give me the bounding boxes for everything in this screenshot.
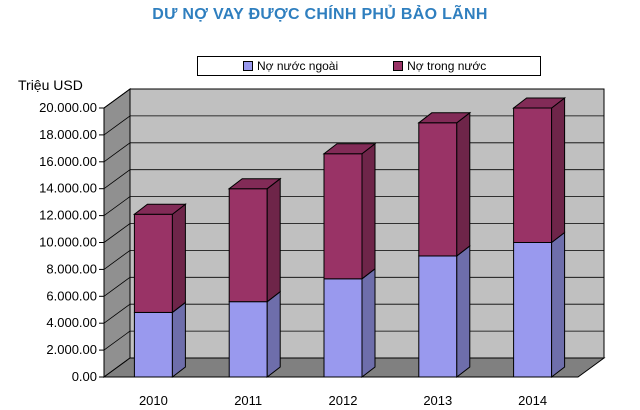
chart-title: DƯ NỢ VAY ĐƯỢC CHÍNH PHỦ BẢO LÃNH (152, 6, 488, 23)
y-tick-label: 12.000.00 (39, 208, 97, 223)
legend-swatch-domestic-debt (393, 61, 404, 71)
gridline-side (103, 223, 131, 243)
y-tick-label: 2.000.00 (46, 342, 97, 357)
bar-side-foreign-debt-2010 (171, 301, 186, 379)
bar-side-foreign-debt-2014 (551, 231, 566, 379)
bar-domestic-debt-2011 (228, 188, 268, 303)
y-tick-label: 16.000.00 (39, 154, 97, 169)
gridline-side (103, 142, 131, 163)
y-tick-label: 18.000.00 (39, 127, 97, 142)
legend-swatch-foreign-debt (243, 61, 253, 71)
bar-domestic-debt-2013 (418, 122, 458, 257)
y-tick-label: 10.000.00 (39, 235, 97, 250)
x-tick-label-2011: 2011 (234, 393, 262, 408)
gridline-side (103, 169, 131, 190)
y-axis-unit-label: Triệu USD (18, 77, 83, 93)
bar-side-domestic-debt-2013 (456, 111, 471, 257)
bar-side-foreign-debt-2012 (361, 267, 376, 379)
bar-top-2011 (227, 178, 282, 190)
bar-side-domestic-debt-2011 (266, 177, 281, 303)
x-tick-label-2013: 2013 (423, 393, 452, 408)
bar-foreign-debt-2010 (133, 311, 173, 378)
bar-top-2013 (417, 112, 472, 124)
bar-side-domestic-debt-2014 (551, 96, 566, 244)
legend-label-foreign-debt: Nợ nước ngoài (257, 59, 339, 73)
bar-side-domestic-debt-2012 (361, 142, 376, 280)
gridline-side (103, 250, 131, 270)
legend-item-foreign-debt: Nợ nước ngoài (243, 59, 338, 73)
bar-foreign-debt-2013 (418, 255, 458, 378)
bar-domestic-debt-2012 (323, 153, 363, 280)
y-tick-label: 0.00 (72, 369, 97, 384)
y-tick-label: 4.000.00 (46, 315, 97, 330)
x-tick-label-2012: 2012 (329, 393, 358, 408)
gridline-side (103, 88, 131, 109)
bar-domestic-debt-2010 (133, 213, 173, 313)
x-tick-label-2010: 2010 (139, 393, 168, 408)
y-tick-label: 20.000.00 (39, 100, 97, 115)
x-tick-label-2014: 2014 (518, 393, 547, 408)
bar-domestic-debt-2014 (513, 107, 553, 243)
legend: Nợ nước ngoài Nợ trong nước (197, 56, 541, 76)
bar-foreign-debt-2012 (323, 278, 363, 378)
y-tick-label: 8.000.00 (46, 261, 97, 276)
gridline-side (103, 330, 131, 351)
gridline-side (103, 276, 131, 297)
gridline-side (103, 115, 131, 136)
bar-foreign-debt-2014 (513, 242, 553, 378)
y-tick-label: 6.000.00 (46, 288, 97, 303)
bar-top-2014 (512, 97, 567, 109)
bar-side-foreign-debt-2013 (456, 244, 471, 379)
bar-top-2010 (132, 203, 187, 215)
gridline-side (103, 196, 131, 216)
bar-foreign-debt-2011 (228, 301, 268, 378)
bar-side-domestic-debt-2010 (171, 203, 186, 314)
y-tick-label: 14.000.00 (39, 181, 97, 196)
legend-item-domestic-debt: Nợ trong nước (393, 59, 486, 73)
gridline-side (103, 303, 131, 324)
bar-top-2012 (322, 143, 377, 155)
legend-label-domestic-debt: Nợ trong nước (407, 59, 487, 73)
bar-side-foreign-debt-2011 (266, 290, 281, 379)
